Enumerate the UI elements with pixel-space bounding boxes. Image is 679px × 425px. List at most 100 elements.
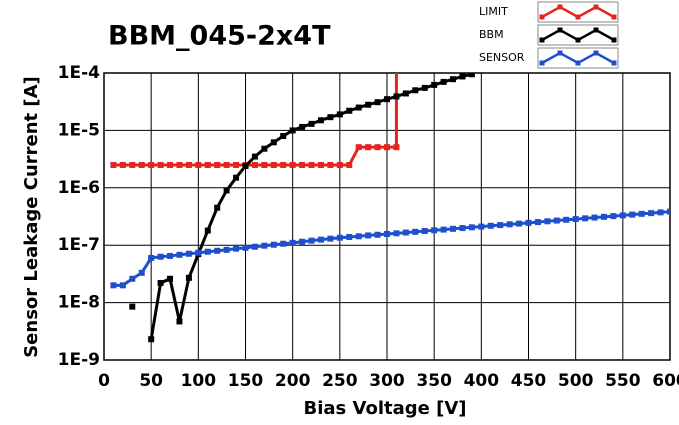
point-marker	[157, 279, 164, 286]
legend-swatch-marker	[557, 4, 563, 10]
x-tick-label: 500	[558, 371, 594, 391]
legend-swatch-marker	[593, 4, 599, 10]
point-marker	[459, 225, 466, 232]
point-marker	[431, 227, 438, 234]
tick-layer: 1E-9 1E-8 1E-7 1E-6 1E-5 1E-4 0 50 100 150 200 250 3…	[58, 63, 679, 391]
point-marker	[195, 161, 202, 168]
point-marker	[365, 144, 372, 151]
x-tick-label: 550	[605, 371, 641, 391]
legend-label: LIMIT	[479, 5, 508, 18]
point-marker	[251, 243, 258, 250]
point-marker	[242, 162, 249, 169]
point-marker	[374, 231, 381, 238]
legend-swatch-marker	[575, 60, 581, 66]
point-marker	[110, 161, 117, 168]
point-marker	[497, 222, 504, 229]
point-marker	[317, 117, 324, 124]
legend-swatch-marker	[557, 27, 563, 33]
chart-title: BBM_045-2x4T	[108, 21, 331, 52]
point-marker	[317, 236, 324, 243]
point-marker	[365, 232, 372, 239]
point-marker	[185, 161, 192, 168]
point-marker	[223, 187, 230, 194]
point-marker	[393, 144, 400, 151]
point-marker	[365, 101, 372, 108]
point-marker	[204, 227, 211, 234]
point-marker	[431, 81, 438, 88]
point-marker	[563, 216, 570, 223]
point-marker	[251, 161, 258, 168]
point-marker	[648, 210, 655, 217]
point-marker	[534, 219, 541, 226]
point-marker	[572, 216, 579, 223]
point-marker	[374, 99, 381, 106]
point-marker	[468, 73, 475, 78]
legend-swatch-marker	[539, 37, 545, 43]
point-marker	[525, 219, 532, 226]
x-tick-label: 300	[369, 371, 405, 391]
point-marker	[450, 76, 457, 83]
legend-swatch-marker	[539, 14, 545, 20]
point-marker	[148, 336, 155, 343]
point-marker	[299, 161, 306, 168]
point-marker	[270, 161, 277, 168]
y-axis-label: Sensor Leakage Current [A]	[21, 76, 42, 358]
point-marker	[393, 93, 400, 100]
point-marker	[478, 223, 485, 230]
legend-swatch-marker	[611, 37, 617, 43]
point-marker	[119, 282, 126, 289]
point-marker	[336, 111, 343, 118]
point-marker	[289, 239, 296, 246]
point-marker	[629, 211, 636, 218]
point-marker	[214, 204, 221, 211]
point-marker	[176, 161, 183, 168]
point-marker	[148, 161, 155, 168]
point-marker	[619, 212, 626, 219]
point-marker	[110, 282, 117, 289]
point-marker	[129, 303, 136, 310]
point-marker	[440, 226, 447, 233]
y-tick-label: 1E-6	[58, 178, 100, 198]
legend-swatch-marker	[593, 50, 599, 56]
point-marker	[289, 161, 296, 168]
y-tick-label: 1E-5	[58, 120, 100, 140]
x-tick-label: 0	[98, 371, 110, 391]
point-marker	[251, 153, 258, 160]
point-marker	[346, 233, 353, 240]
plot-frame	[103, 72, 671, 361]
point-marker	[167, 275, 174, 282]
point-marker	[327, 235, 334, 242]
point-marker	[204, 248, 211, 255]
point-marker	[138, 161, 145, 168]
point-marker	[176, 251, 183, 258]
legend-swatch-marker	[557, 50, 563, 56]
point-marker	[667, 208, 670, 215]
point-marker	[308, 120, 315, 127]
point-marker	[468, 224, 475, 231]
point-marker	[393, 230, 400, 237]
point-marker	[195, 249, 202, 256]
point-marker	[346, 161, 353, 168]
point-marker	[346, 107, 353, 114]
point-marker	[233, 174, 240, 181]
point-marker	[440, 78, 447, 85]
point-marker	[336, 161, 343, 168]
y-tick-label: 1E-9	[58, 350, 100, 370]
point-marker	[261, 242, 268, 249]
y-tick-label: 1E-7	[58, 235, 100, 255]
point-marker	[421, 227, 428, 234]
point-marker	[402, 229, 409, 236]
point-marker	[233, 245, 240, 252]
x-tick-label: 200	[275, 371, 311, 391]
point-marker	[402, 90, 409, 97]
x-tick-label: 450	[511, 371, 547, 391]
legend-label: SENSOR	[479, 51, 525, 64]
y-tick-label: 1E-4	[58, 63, 100, 83]
point-marker	[412, 228, 419, 235]
point-marker	[553, 217, 560, 224]
x-tick-label: 400	[464, 371, 500, 391]
point-marker	[327, 161, 334, 168]
point-marker	[214, 161, 221, 168]
